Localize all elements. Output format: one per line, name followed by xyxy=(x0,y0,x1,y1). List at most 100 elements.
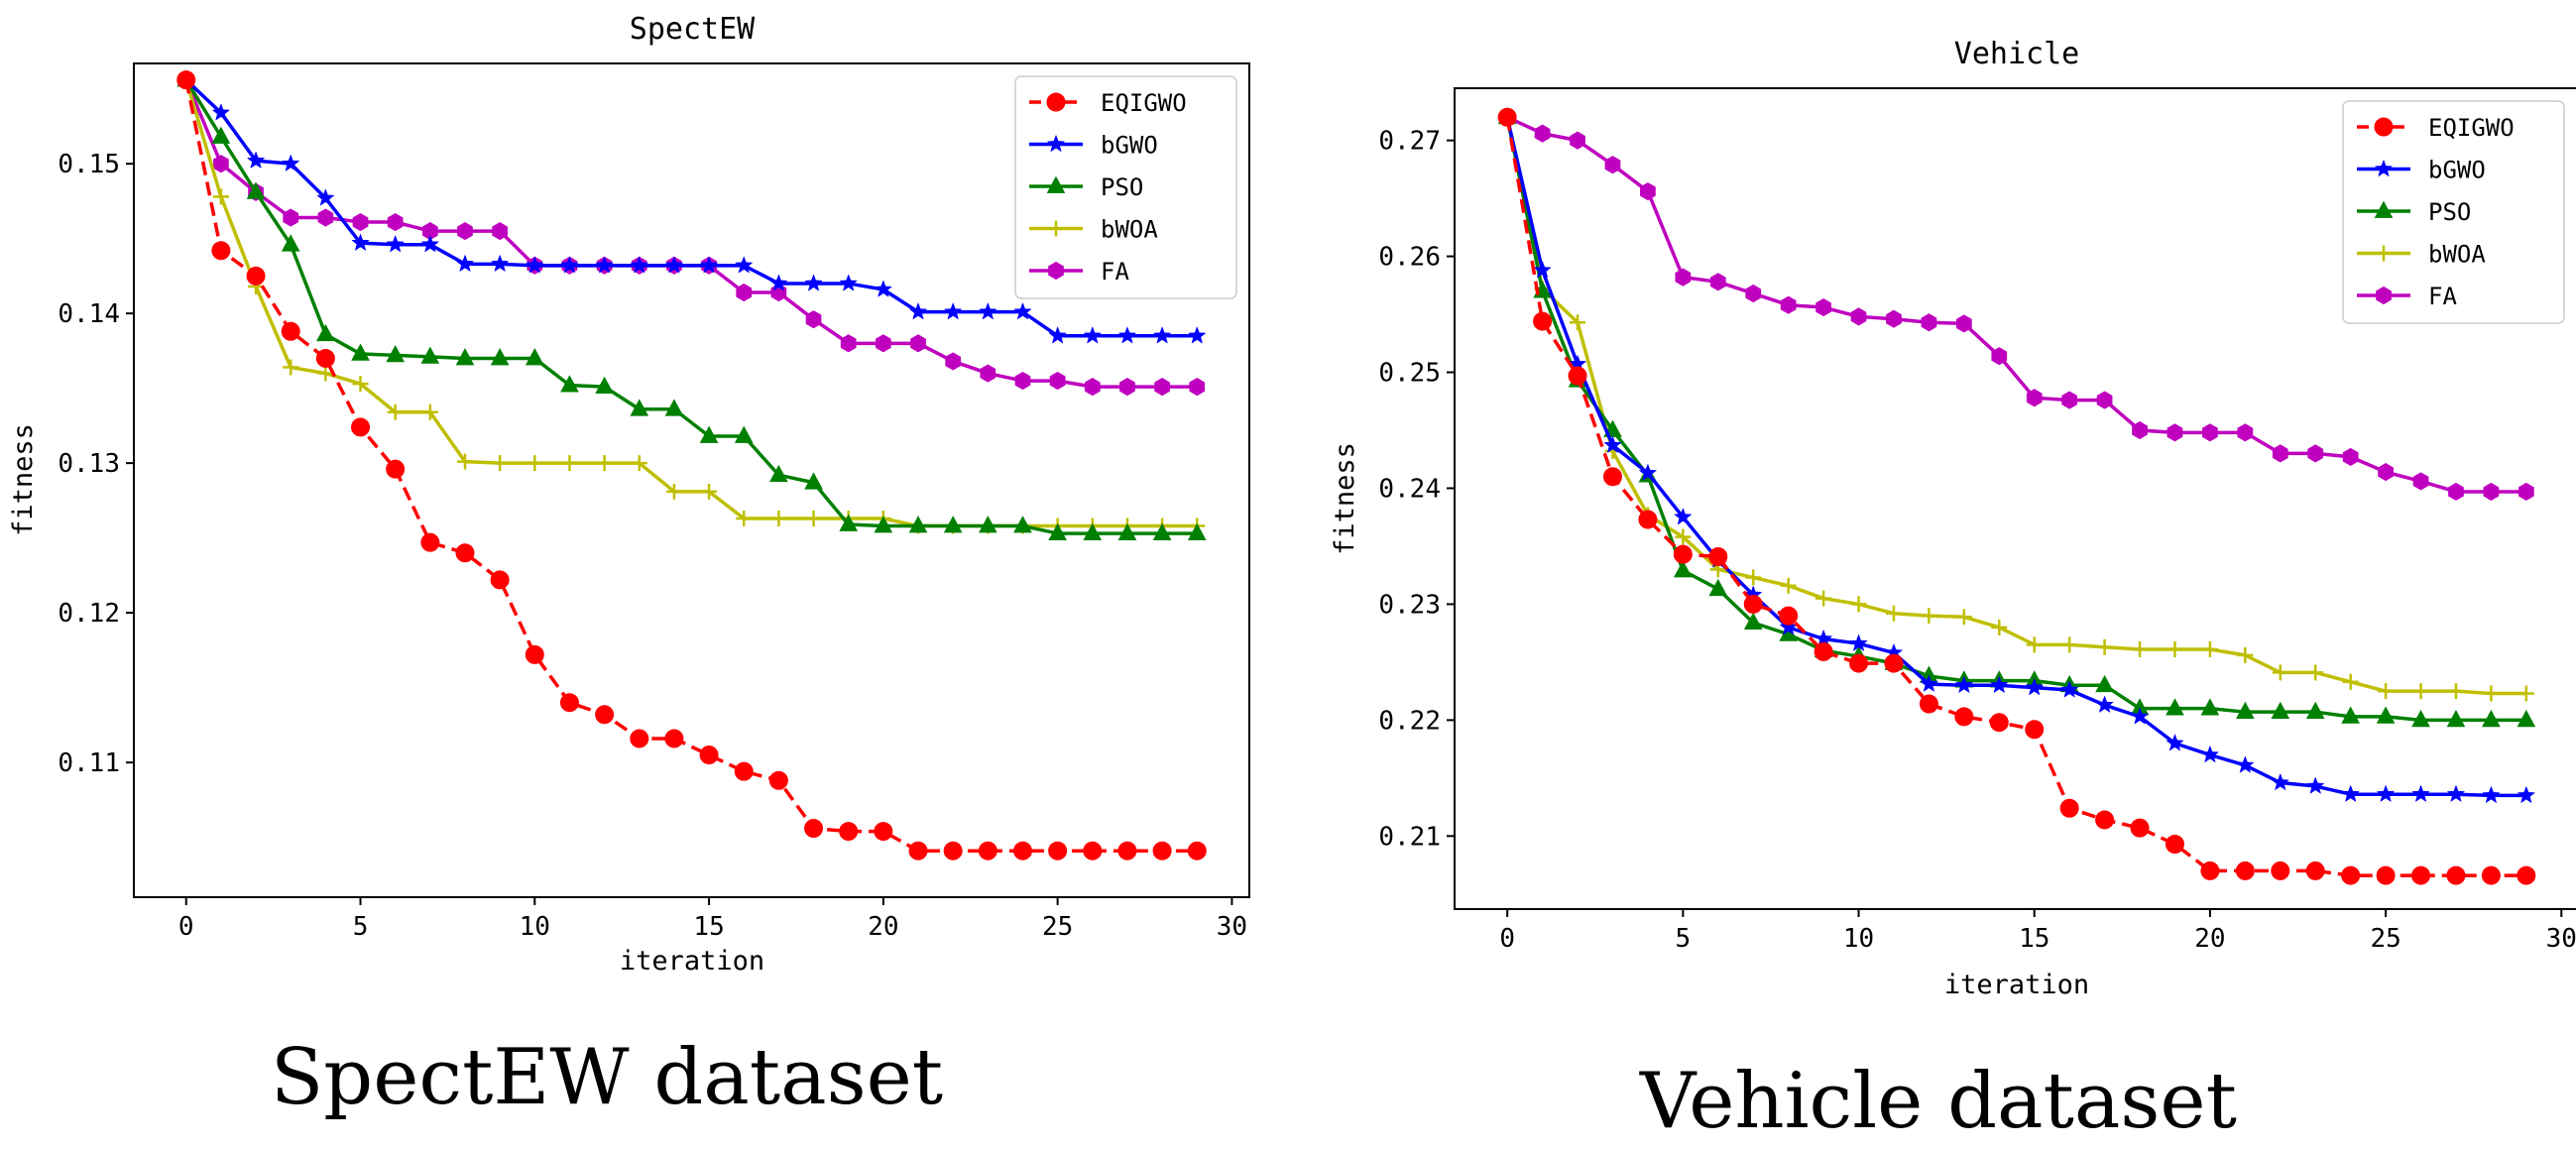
data-point-fa xyxy=(457,222,473,241)
data-point-eqigwo xyxy=(2517,865,2536,885)
data-point-eqigwo xyxy=(490,570,510,590)
data-point-pso xyxy=(1152,522,1172,540)
data-point-eqigwo xyxy=(595,705,615,725)
data-point-bwoa xyxy=(2378,683,2395,700)
data-point-eqigwo xyxy=(1187,841,1207,861)
data-point-bgwo xyxy=(2517,785,2536,804)
legend-box xyxy=(2342,100,2565,324)
data-point-bwoa xyxy=(1991,619,2008,635)
data-point-fa xyxy=(2272,444,2288,463)
data-point-bwoa xyxy=(1815,590,1832,607)
data-point-fa xyxy=(840,334,857,353)
data-point-bgwo xyxy=(1954,675,1974,694)
data-point-bwoa xyxy=(701,483,718,500)
data-point-fa xyxy=(2517,482,2534,502)
data-point-bgwo xyxy=(526,256,544,274)
data-point-bwoa xyxy=(1955,609,1972,626)
y-axis-label: fitness xyxy=(1330,442,1360,555)
data-point-bwoa xyxy=(2061,636,2078,653)
data-point-fa xyxy=(1119,378,1135,397)
data-point-fa xyxy=(1189,378,1206,397)
data-point-pso xyxy=(769,464,788,483)
legend-marker-pso xyxy=(1046,175,1066,193)
x-tick-label: 25 xyxy=(2370,924,2400,954)
data-point-fa xyxy=(980,364,996,383)
data-point-eqigwo xyxy=(2341,865,2361,885)
series-fa xyxy=(1499,108,2534,502)
data-point-eqigwo xyxy=(211,241,231,261)
data-point-eqigwo xyxy=(1568,366,1587,386)
legend-marker-fa xyxy=(1048,261,1064,281)
legend-marker-bwoa xyxy=(2376,245,2392,262)
legend-marker-bgwo xyxy=(1046,134,1066,153)
data-point-bwoa xyxy=(2272,664,2288,681)
y-tick-label: 0.15 xyxy=(58,150,120,179)
data-point-pso xyxy=(2482,709,2501,728)
data-point-bwoa xyxy=(2517,685,2534,702)
data-point-bwoa xyxy=(317,365,334,382)
data-point-bgwo xyxy=(664,256,684,274)
data-point-fa xyxy=(2448,482,2464,502)
data-point-eqigwo xyxy=(386,459,406,479)
data-point-bwoa xyxy=(1745,569,1762,586)
data-point-pso xyxy=(211,126,231,144)
data-point-fa xyxy=(1049,372,1066,391)
series-group xyxy=(1497,106,2536,885)
x-tick-label: 25 xyxy=(1042,912,1073,942)
data-point-pso xyxy=(490,348,510,366)
data-point-fa xyxy=(945,352,962,371)
x-tick-label: 30 xyxy=(2546,924,2576,954)
data-point-bwoa xyxy=(387,403,404,420)
data-point-pso xyxy=(1674,560,1693,578)
data-point-eqigwo xyxy=(943,841,963,861)
spectew-chart: SpectEW 0 5 10 15 20 25 30 0.11 0.12 0.13 0.14 0.15… xyxy=(8,12,1250,1122)
data-point-bwoa xyxy=(421,403,438,420)
data-point-pso xyxy=(2411,709,2430,728)
data-point-eqigwo xyxy=(839,822,859,842)
data-point-eqigwo xyxy=(559,693,579,713)
data-point-bwoa xyxy=(1570,314,1586,331)
data-point-bgwo xyxy=(281,154,300,172)
data-point-bwoa xyxy=(2447,683,2464,700)
data-point-eqigwo xyxy=(1048,841,1068,861)
legend-box xyxy=(1014,75,1237,299)
data-point-pso xyxy=(1743,612,1763,631)
data-point-pso xyxy=(246,181,266,199)
data-point-fa xyxy=(213,155,229,173)
data-point-bwoa xyxy=(736,511,753,527)
data-point-pso xyxy=(874,516,893,533)
data-point-fa xyxy=(1570,131,1585,150)
data-point-bgwo xyxy=(595,256,614,274)
data-point-bwoa xyxy=(2483,685,2500,702)
data-point-pso xyxy=(455,348,475,366)
series-group xyxy=(176,69,1207,861)
legend-label-eqigwo: EQIGWO xyxy=(2428,114,2515,142)
data-point-pso xyxy=(2517,709,2536,728)
data-point-eqigwo xyxy=(699,746,719,765)
data-point-pso xyxy=(2236,701,2255,720)
data-point-bgwo xyxy=(316,188,335,206)
data-point-eqigwo xyxy=(630,729,649,748)
data-point-fa xyxy=(283,208,299,227)
data-point-pso xyxy=(630,399,649,416)
legend-label-pso: PSO xyxy=(2428,198,2471,226)
data-point-eqigwo xyxy=(1814,641,1833,661)
data-point-eqigwo xyxy=(2095,810,2115,830)
data-point-fa xyxy=(2096,391,2113,409)
data-point-eqigwo xyxy=(455,543,475,563)
x-tick-label: 15 xyxy=(693,912,724,942)
data-point-fa xyxy=(2202,423,2218,442)
legend-marker-eqigwo xyxy=(1046,92,1066,112)
data-point-bgwo xyxy=(1188,326,1207,344)
y-tick-label: 0.24 xyxy=(1378,474,1441,504)
data-point-bgwo xyxy=(490,254,510,273)
data-point-bgwo xyxy=(2200,745,2220,763)
data-point-bgwo xyxy=(2341,784,2360,803)
data-point-bgwo xyxy=(386,234,405,253)
data-point-pso xyxy=(1708,578,1728,597)
data-point-bwoa xyxy=(2412,683,2429,700)
legend-marker-bgwo xyxy=(2374,159,2394,177)
x-tick-label: 10 xyxy=(520,912,550,942)
data-point-eqigwo xyxy=(2130,818,2150,838)
series-pso xyxy=(176,69,1207,540)
